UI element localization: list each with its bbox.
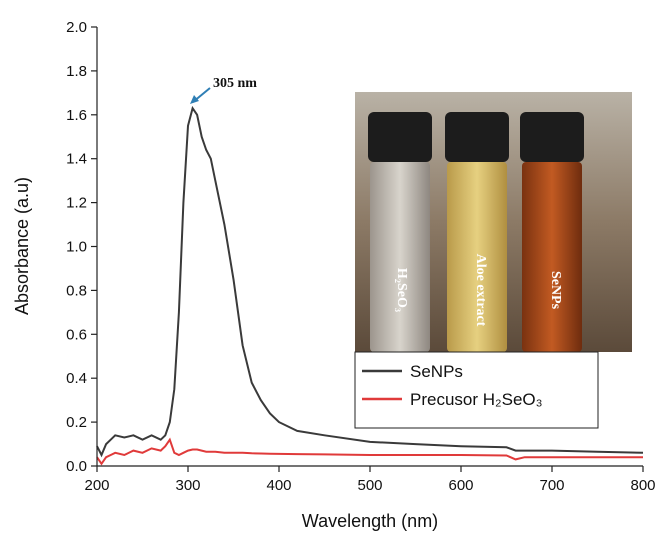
legend-label: Precusor H₂SeO₃ bbox=[410, 390, 543, 409]
y-tick-label: 0.2 bbox=[66, 414, 87, 431]
annotation-arrowhead bbox=[190, 95, 199, 104]
data-line bbox=[96, 437, 643, 466]
data-line bbox=[96, 105, 644, 458]
y-tick-label: 1.8 bbox=[66, 63, 87, 80]
x-axis-label: Wavelength (nm) bbox=[302, 511, 438, 531]
vial-cap bbox=[520, 112, 584, 162]
y-tick-label: 1.6 bbox=[66, 107, 87, 124]
legend-box bbox=[354, 351, 599, 429]
y-tick-label: 0.4 bbox=[66, 370, 87, 387]
y-tick-label: 0.6 bbox=[66, 326, 87, 343]
legend-label: SeNPs bbox=[410, 362, 463, 381]
x-tick-label: 700 bbox=[539, 477, 564, 494]
inset-photo: H₂SeO₃ Aloe extract SeNPs bbox=[355, 92, 632, 352]
x-tick-label: 600 bbox=[448, 477, 473, 494]
inset-label: H₂SeO₃ bbox=[394, 268, 409, 312]
vial-cap bbox=[368, 112, 432, 162]
y-tick-label: 0.0 bbox=[66, 458, 87, 475]
x-tick-label: 400 bbox=[266, 477, 291, 494]
y-tick-label: 1.0 bbox=[66, 239, 87, 256]
x-tick-label: 800 bbox=[630, 477, 655, 494]
y-tick-label: 1.4 bbox=[66, 151, 87, 168]
vial bbox=[522, 162, 582, 352]
x-tick-label: 500 bbox=[357, 477, 382, 494]
inset-label: SeNPs bbox=[548, 271, 563, 310]
y-tick-label: 0.8 bbox=[66, 282, 87, 299]
y-tick-label: 1.2 bbox=[66, 195, 87, 212]
x-tick-label: 200 bbox=[84, 477, 109, 494]
vial bbox=[447, 162, 507, 352]
annotation: 305 nm bbox=[213, 76, 257, 91]
y-tick-label: 2.0 bbox=[66, 19, 87, 36]
vial bbox=[370, 162, 430, 352]
y-axis-label: Absorbance (a.u) bbox=[12, 177, 32, 315]
vial-cap bbox=[445, 112, 509, 162]
x-tick-label: 300 bbox=[175, 477, 200, 494]
inset-label: Aloe extract bbox=[473, 254, 488, 327]
